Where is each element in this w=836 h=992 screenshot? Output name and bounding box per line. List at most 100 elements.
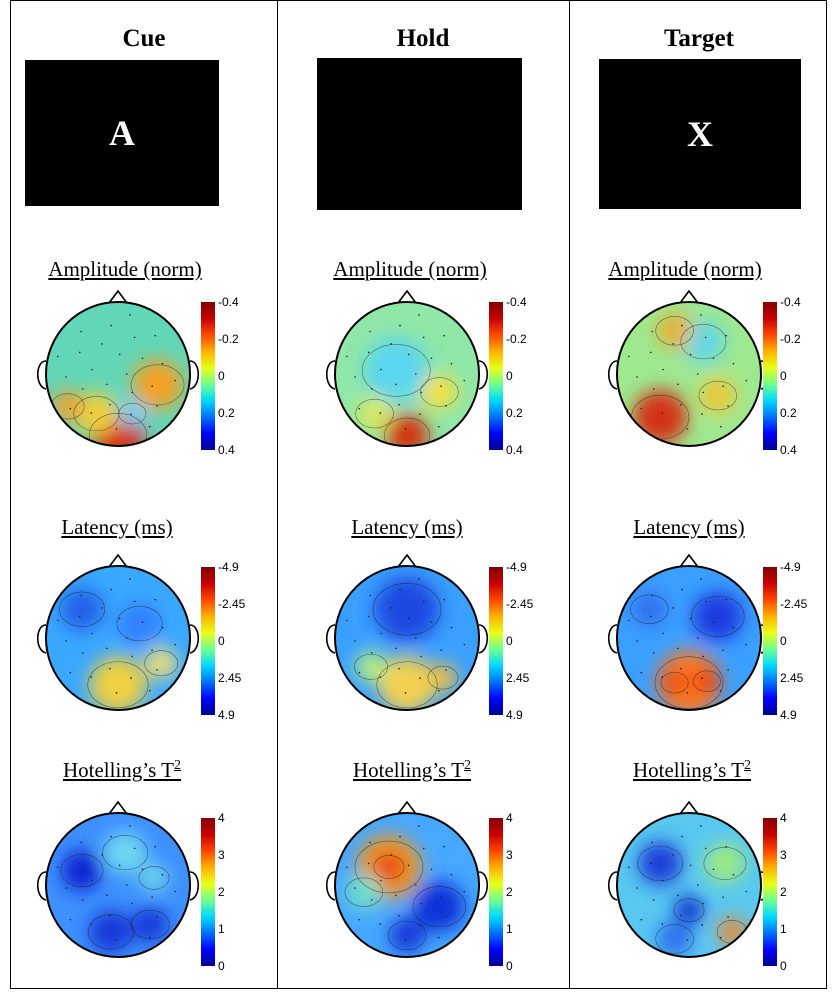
electrode-dot [727, 916, 729, 918]
colorbar-tick-label: 0 [506, 369, 513, 383]
field-blob [692, 591, 743, 642]
electrode-dot [649, 615, 652, 618]
electrode-dot [161, 626, 164, 629]
electrode-dot [154, 598, 157, 601]
contour-line [344, 877, 383, 907]
colorbar-tick-label: 1 [218, 922, 225, 936]
colorbar-tick-label: 0.4 [218, 443, 235, 457]
colorbar-tick-label: 4 [218, 811, 225, 825]
electrode-dot [115, 692, 118, 694]
nose-icon [397, 289, 417, 304]
field-blob [103, 831, 147, 875]
electrode-dot [422, 600, 425, 603]
electrode-dot [463, 890, 466, 893]
electrode-dot [358, 407, 361, 410]
electrode-dot [627, 619, 630, 622]
electrode-dot [681, 324, 683, 327]
electrode-dot [398, 403, 400, 406]
right-ear-icon [189, 624, 200, 654]
field-blob [118, 602, 162, 646]
colorbar-tick-label: 0.4 [780, 443, 797, 457]
field-blob [60, 587, 104, 631]
electrode-dot [422, 847, 425, 850]
topomap-hotelling-target [607, 800, 771, 958]
electrode-dot [652, 899, 655, 901]
electrode-dot [450, 873, 453, 876]
electrode-dot [422, 336, 425, 339]
colorbar-latency-cue [201, 567, 215, 715]
electrode-dot [443, 598, 446, 601]
electrode-dot [118, 617, 121, 620]
stimulus-screen-cue: A [25, 60, 219, 206]
electrode-dot [419, 677, 421, 679]
electrode-dot [110, 324, 112, 327]
electrode-dot [354, 376, 356, 378]
electrode-dot [430, 868, 433, 871]
contour-line [88, 413, 148, 446]
hotelling-label-text: Hotelling’s T [632, 758, 745, 782]
colorbar-tick-label: 2 [218, 885, 225, 899]
electrode-dot [445, 669, 447, 671]
field-blob [355, 650, 387, 683]
electrode-dot [398, 667, 400, 670]
electrode-dot [627, 866, 630, 869]
field-blob [345, 874, 382, 911]
electrode-dot [130, 413, 132, 415]
field-blob [699, 377, 736, 414]
electrode-dot [414, 884, 417, 886]
colorbar-tick-label: -0.2 [506, 332, 527, 346]
colorbar-tick-label: -0.4 [780, 295, 801, 309]
field-blob [694, 668, 720, 695]
electrode-dot [118, 864, 121, 867]
field-blob [632, 389, 688, 445]
electrode-dot [420, 655, 422, 658]
contour-line [673, 898, 705, 923]
electrode-dot [345, 866, 348, 869]
electrode-dot [640, 671, 643, 674]
left-ear-icon [325, 871, 336, 901]
electrode-dot [80, 330, 82, 333]
electrode-dot [380, 632, 382, 635]
contour-line [144, 650, 179, 677]
electrode-dot [419, 413, 421, 415]
field-blob [414, 881, 465, 932]
electrode-dot [390, 607, 392, 609]
colorbar-tick-label: -4.9 [218, 560, 239, 574]
electrode-dot [390, 343, 392, 345]
row-label-latency-hold: Latency (ms) [351, 515, 463, 539]
electrode-dot [379, 412, 382, 414]
colorbar-tick-label: 3 [780, 848, 787, 862]
colorbar-tick-label: -4.9 [780, 560, 801, 574]
electrode-dot [69, 407, 72, 410]
field-blob [363, 338, 429, 403]
contour-line [680, 324, 727, 360]
electrode-dot [700, 825, 702, 827]
electrode-dot [407, 353, 410, 356]
electrode-dot [110, 835, 112, 838]
left-ear-icon [325, 624, 336, 654]
field-blob [656, 650, 722, 710]
electrode-dot [105, 647, 108, 650]
colorbar-tick-label: 0 [506, 959, 513, 973]
colorbar-tick-label: 3 [218, 848, 225, 862]
colorbar-tick-label: 0 [218, 959, 225, 973]
electrode-dot [407, 617, 410, 620]
electrode-dot [420, 391, 422, 394]
electrode-dot [702, 655, 704, 658]
electrode-dot [676, 647, 679, 650]
topomap-amplitude-target [607, 289, 771, 447]
electrode-dot [438, 936, 440, 939]
electrode-dot [131, 902, 133, 905]
electrode-dot [651, 330, 653, 333]
electrode-dot [404, 692, 407, 694]
electrode-dot [379, 923, 382, 925]
electrode-dot [81, 899, 84, 901]
field-blob [674, 895, 704, 925]
field-blob [74, 392, 118, 436]
electrode-dot [80, 594, 82, 597]
topomap-latency-hold [325, 553, 489, 711]
topomap-amplitude-cue [36, 289, 200, 447]
electrode-dot [367, 351, 370, 354]
colorbar-hotelling-target [763, 818, 777, 966]
electrode-dot [141, 357, 144, 360]
